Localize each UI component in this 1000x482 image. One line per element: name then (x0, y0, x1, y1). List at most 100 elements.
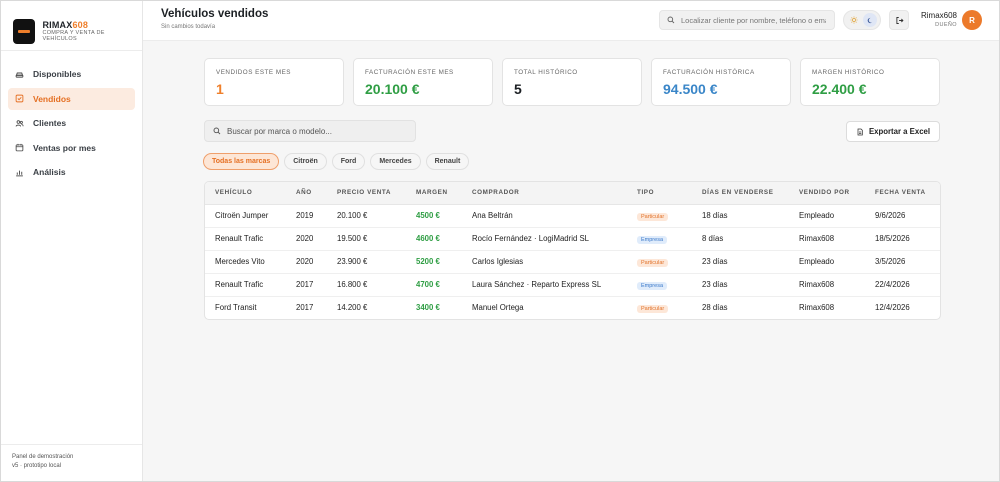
sidebar-item-ventas-por-mes[interactable]: Ventas por mes (8, 137, 135, 159)
cell-margen: 5200 € (406, 250, 462, 274)
tipo-badge: Empresa (637, 235, 668, 244)
table-row[interactable]: Citroën Jumper 2019 20.100 € 4500 € Ana … (205, 204, 940, 228)
table-row[interactable]: Renault Trafic 2020 19.500 € 4600 € Rocí… (205, 227, 940, 251)
brand-name-suffix: 608 (72, 20, 89, 30)
chip-renault[interactable]: Renault (425, 153, 470, 170)
export-excel-button[interactable]: Exportar a Excel (846, 121, 940, 142)
cell-precio: 14.200 € (337, 303, 368, 313)
cell-dias: 18 días (692, 204, 789, 228)
car-icon (15, 72, 24, 78)
tipo-badge: Particular (637, 212, 669, 221)
cell-comprador: Rocío Fernández · LogiMadrid SL (462, 227, 627, 251)
cell-vendido-por: Empleado (789, 250, 865, 274)
cell-comprador: Laura Sánchez · Reparto Express SL (462, 273, 627, 297)
brand-name: RIMAX608 (42, 20, 131, 30)
cell-vendido-por: Rimax608 (789, 273, 865, 297)
cell-precio: 23.900 € (327, 250, 406, 274)
cell-ano: 2017 (296, 303, 314, 313)
bar-chart-icon (16, 170, 23, 176)
cell-vendido-por: Rimax608 (789, 227, 865, 251)
cell-vendido-por: Empleado (789, 204, 865, 228)
cell-fecha: 22/4/2026 (865, 273, 940, 297)
cell-comprador: Manuel Ortega (472, 303, 524, 313)
column-header-tipo[interactable]: TIPO (627, 182, 692, 205)
brand-logo (13, 18, 36, 44)
sidebar-item-clientes[interactable]: Clientes (8, 112, 135, 134)
tipo-badge: Particular (637, 304, 669, 313)
kpi-label: VENDIDOS ESTE MES (216, 69, 291, 76)
chip-citroen[interactable]: Citroën (284, 153, 327, 170)
cell-vehiculo: Renault Trafic (205, 227, 286, 251)
kpi-label: TOTAL HISTÓRICO (514, 69, 578, 76)
chip-todas-las-marcas[interactable]: Todas las marcas (203, 153, 280, 170)
page-title: Vehículos vendidos (161, 8, 269, 20)
avatar[interactable]: R (962, 10, 982, 30)
light-mode-option[interactable] (847, 13, 861, 27)
cell-comprador: Carlos Iglesias (462, 250, 627, 274)
cell-vehiculo: Citroën Jumper (205, 204, 286, 228)
brand-filter-chips: Todas las marcas Citroën Ford Mercedes R… (203, 153, 470, 170)
cell-ano: 2019 (286, 204, 327, 228)
logout-icon (895, 16, 904, 24)
cell-fecha: 18/5/2026 (865, 227, 940, 251)
column-header-vehiculo[interactable]: VEHÍCULO (205, 182, 286, 205)
sidebar-item-label: Ventas por mes (33, 142, 96, 153)
cell-fecha: 9/6/2026 (865, 204, 940, 228)
checkbox-icon (15, 94, 24, 103)
chip-ford[interactable]: Ford (331, 153, 366, 170)
cell-margen: 4500 € (406, 204, 462, 228)
client-search-input[interactable] (681, 15, 826, 25)
cell-fecha: 12/4/2026 (875, 303, 910, 313)
sidebar-item-vendidos[interactable]: Vendidos (8, 87, 135, 110)
cell-precio: 16.800 € (327, 273, 406, 297)
sidebar-item-disponibles[interactable]: Disponibles (8, 63, 135, 85)
column-header-comprador[interactable]: COMPRADOR (462, 182, 627, 205)
moon-icon (867, 17, 872, 23)
sun-icon (850, 16, 858, 24)
table-header-row: VEHÍCULO AÑO PRECIO VENTA MARGEN COMPRAD… (205, 182, 940, 205)
logout-button[interactable] (889, 10, 909, 30)
tipo-badge: Empresa (637, 281, 668, 290)
page-subtitle: Sin cambios todavía (161, 24, 216, 30)
kpi-value: 1 (216, 81, 224, 97)
kpi-value: 5 (514, 81, 522, 97)
brand-tagline: COMPRA Y VENTA DE VEHÍCULOS (42, 30, 105, 42)
sidebar-item-label: Clientes (33, 118, 67, 128)
kpi-value: 20.100 € (365, 81, 420, 97)
kpi-card-facturacion-historica: FACTURACIÓN HISTÓRICA 94.500 € (651, 58, 791, 106)
dark-mode-option[interactable] (863, 13, 877, 27)
sidebar: RIMAX608 COMPRA Y VENTA DE VEHÍCULOS Dis… (1, 1, 143, 481)
cell-ano: 2017 (286, 273, 327, 297)
calendar-icon (15, 143, 24, 152)
cell-dias: 8 días (692, 227, 789, 251)
user-role: DUEÑO (935, 22, 957, 28)
cell-vehiculo: Renault Trafic (205, 273, 286, 297)
column-header-margen[interactable]: MARGEN (406, 182, 462, 205)
cell-precio: 20.100 € (327, 204, 406, 228)
kpi-card-vendidos-mes: VENDIDOS ESTE MES 1 (204, 58, 344, 106)
column-header-vendido-por[interactable]: VENDIDO POR (789, 182, 865, 205)
cell-tipo: Particular (627, 250, 692, 274)
column-header-precio[interactable]: PRECIO VENTA (327, 182, 406, 205)
cell-dias: 23 días (692, 273, 789, 297)
table-row[interactable]: Mercedes Vito 2020 23.900 € 5200 € Carlo… (205, 250, 940, 274)
cell-margen: 4600 € (406, 227, 462, 251)
vehicle-search (204, 120, 416, 142)
column-header-ano[interactable]: AÑO (286, 182, 327, 205)
search-icon (213, 127, 221, 135)
column-header-dias[interactable]: DÍAS EN VENDERSE (692, 182, 789, 205)
footer-line-1: Panel de demostración (12, 454, 74, 460)
column-header-fecha[interactable]: FECHA VENTA (865, 182, 940, 205)
table-row[interactable]: Renault Trafic 2017 16.800 € 4700 € Laur… (205, 273, 940, 297)
theme-toggle[interactable] (843, 10, 881, 30)
table-row[interactable]: Ford Transit 2017 14.200 € 3400 € Manuel… (205, 296, 940, 319)
footer-line-2: v5 · prototipo local (12, 463, 62, 469)
sidebar-item-label: Vendidos (33, 93, 71, 104)
kpi-label: FACTURACIÓN ESTE MES (365, 69, 454, 76)
main-content: Vehículos vendidos Sin cambios todavía R… (143, 1, 999, 481)
sidebar-footer: Panel de demostración v5 · prototipo loc… (1, 444, 142, 481)
kpi-value: 22.400 € (812, 81, 867, 97)
chip-mercedes[interactable]: Mercedes (370, 153, 421, 170)
vehicle-search-input[interactable] (227, 126, 407, 136)
sidebar-item-analisis[interactable]: Análisis (8, 161, 135, 183)
